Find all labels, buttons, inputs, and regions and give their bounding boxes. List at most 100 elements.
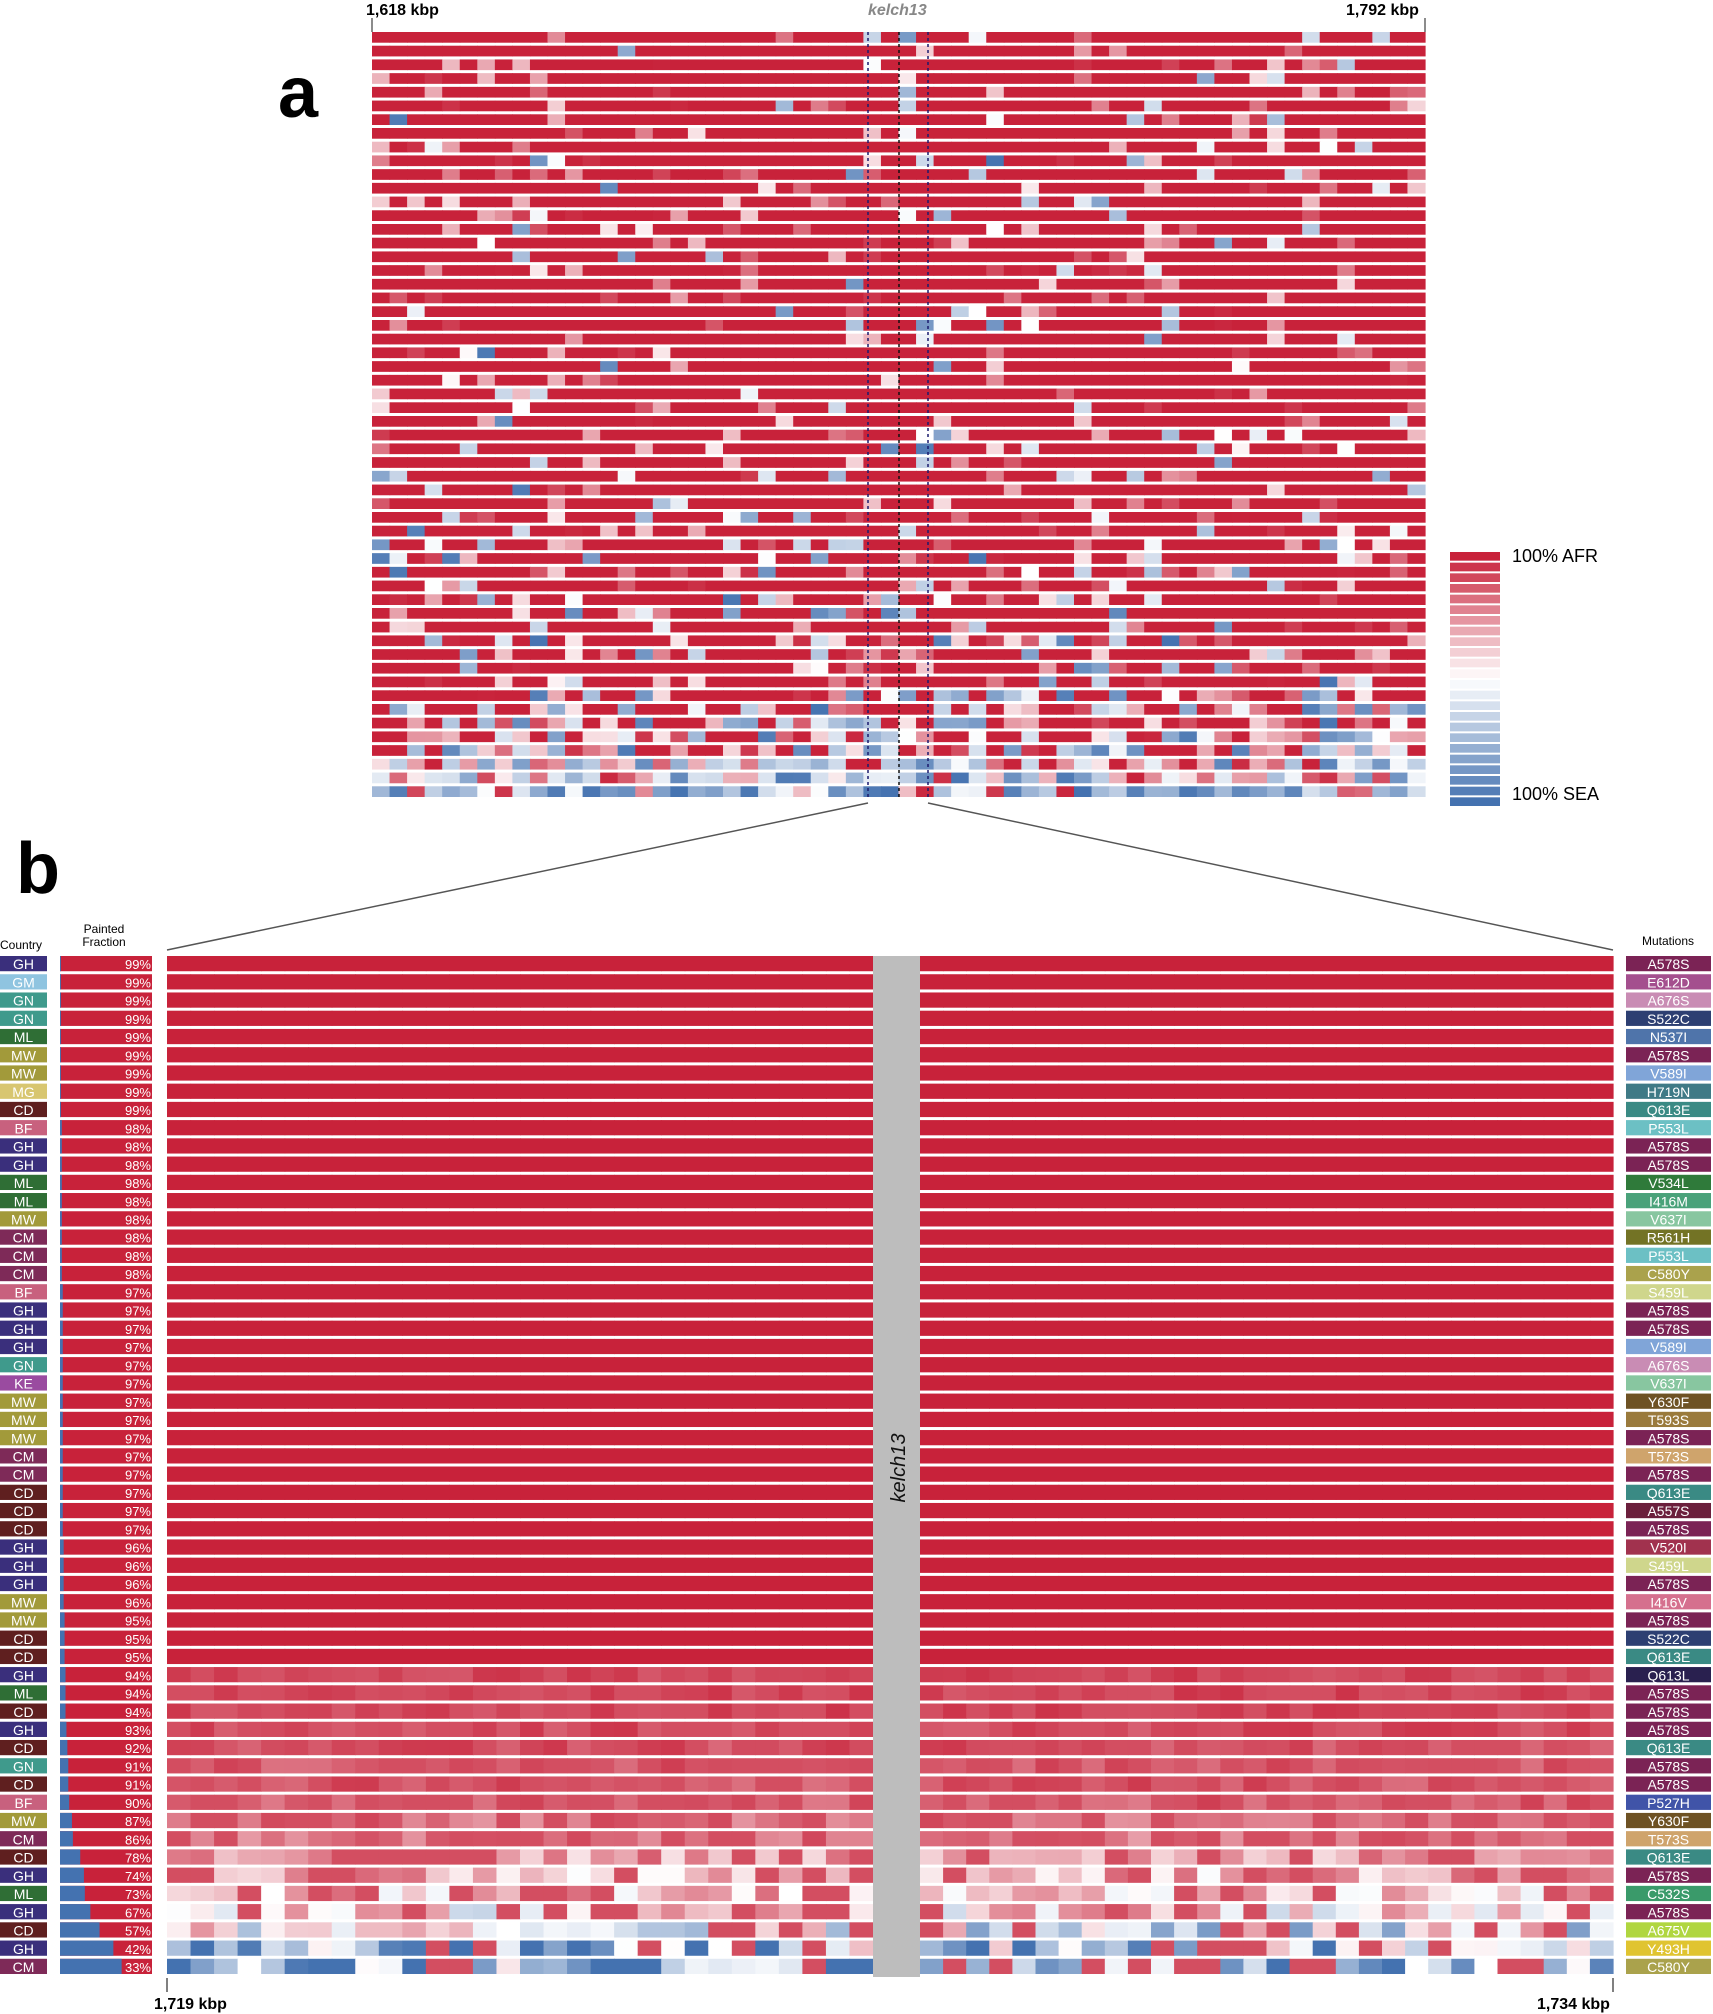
panel-a-cell [494, 278, 513, 290]
panel-a-cell [1126, 758, 1145, 770]
panel-a-cell [1337, 525, 1356, 537]
panel-a-row [372, 758, 1426, 770]
heat-cell [1197, 1120, 1221, 1136]
panel-a-cell [933, 59, 952, 71]
panel-a-cell [1284, 676, 1303, 688]
panel-a-cell [1056, 32, 1075, 43]
heat-cell [1289, 1120, 1314, 1136]
heat-cell [708, 1101, 733, 1118]
heat-cell [355, 1028, 380, 1045]
panel-a-row [372, 141, 1426, 153]
heat-cell [378, 1247, 403, 1263]
panel-a-cell [1091, 141, 1110, 153]
heat-cell [1566, 1320, 1591, 1336]
heat-cell [378, 1302, 403, 1318]
panel-a-cell [828, 278, 847, 290]
panel-a-cell [1109, 512, 1128, 523]
panel-a-cell [582, 539, 601, 551]
panel-a-cell [617, 498, 636, 509]
panel-a-cell [1267, 320, 1286, 331]
panel-a-cell [1284, 566, 1303, 578]
panel-a-cell [372, 731, 391, 743]
heat-cell [590, 1047, 615, 1063]
panel-a-cell [1407, 402, 1426, 413]
heat-cell [731, 992, 756, 1008]
panel-a-cell [389, 141, 408, 153]
legend-swatch [1450, 701, 1500, 710]
heat-cell [402, 1120, 427, 1136]
heat-cell [1151, 1028, 1175, 1045]
panel-a-cell [740, 278, 759, 290]
panel-a-cell [477, 32, 496, 43]
panel-a-cell [442, 758, 461, 770]
panel-a-row [372, 224, 1426, 235]
panel-a-cell [880, 484, 900, 496]
panel-a-cell [600, 429, 619, 441]
panel-a-cell [1214, 608, 1233, 619]
panel-a-cell [547, 237, 566, 249]
panel-a-cell [494, 374, 513, 386]
panel-a-cell [740, 182, 759, 194]
panel-a-cell [1354, 361, 1373, 372]
heat-cell [1589, 1265, 1614, 1282]
heat-cell [802, 1083, 827, 1099]
panel-a-cell [1056, 169, 1075, 180]
heat-cell [802, 1028, 827, 1045]
panel-a-cell [617, 73, 636, 84]
panel-a-cell [1126, 114, 1145, 125]
panel-a-cell [687, 141, 707, 153]
heat-cell [1589, 1101, 1614, 1118]
panel-a-cell [1161, 374, 1180, 386]
panel-a-cell [933, 649, 952, 660]
panel-a-cell [758, 292, 777, 304]
panel-a-cell [600, 224, 619, 235]
panel-a-cell [1074, 594, 1093, 605]
panel-a-cell [1021, 292, 1040, 304]
panel-a-cell [951, 608, 970, 619]
panel-a-cell [565, 580, 584, 592]
panel-a-cell [424, 772, 443, 784]
heat-cell [1474, 1120, 1499, 1136]
panel-a-cell [1407, 251, 1426, 263]
panel-a-cell [494, 114, 513, 125]
panel-a-cell [670, 594, 689, 605]
panel-a-cell [775, 292, 794, 304]
panel-a-cell [810, 635, 829, 647]
panel-a-cell [1354, 251, 1373, 263]
panel-a-cell [1091, 553, 1110, 564]
panel-a-cell [652, 100, 671, 112]
panel-a-cell [687, 128, 707, 139]
panel-a-cell [845, 594, 864, 605]
painted-fraction-afr [60, 1247, 152, 1263]
panel-a-cell [1337, 73, 1356, 84]
heat-cell [543, 1229, 568, 1245]
panel-a-cell [951, 361, 970, 372]
heat-cell [284, 1065, 309, 1081]
panel-a-row [372, 347, 1426, 359]
panel-a-cell [1179, 621, 1198, 633]
heat-cell [520, 974, 545, 990]
panel-a-cell [1389, 278, 1409, 290]
panel-a-cell [635, 141, 654, 153]
panel-a-cell [635, 758, 654, 770]
heat-cell [355, 1101, 380, 1118]
heat-cell [1428, 1065, 1452, 1081]
panel-a-cell [565, 265, 584, 276]
panel-a-cell [372, 594, 391, 605]
panel-a-cell [1337, 580, 1356, 592]
panel-a-cell [670, 196, 689, 208]
panel-a-cell [1021, 416, 1040, 427]
panel-a-cell [477, 772, 496, 784]
heat-cell [543, 1010, 568, 1026]
panel-a-cell [951, 237, 970, 249]
panel-a-cell [758, 32, 777, 43]
heat-cell [1497, 1193, 1522, 1209]
panel-a-cell [793, 278, 812, 290]
heat-cell [472, 1065, 498, 1081]
heat-cell [684, 1193, 709, 1209]
panel-a-cell [582, 182, 601, 194]
panel-a-cell [1038, 361, 1058, 372]
panel-a-cell [617, 224, 636, 235]
panel-a-cell [372, 292, 391, 304]
heat-cell [684, 1156, 709, 1172]
